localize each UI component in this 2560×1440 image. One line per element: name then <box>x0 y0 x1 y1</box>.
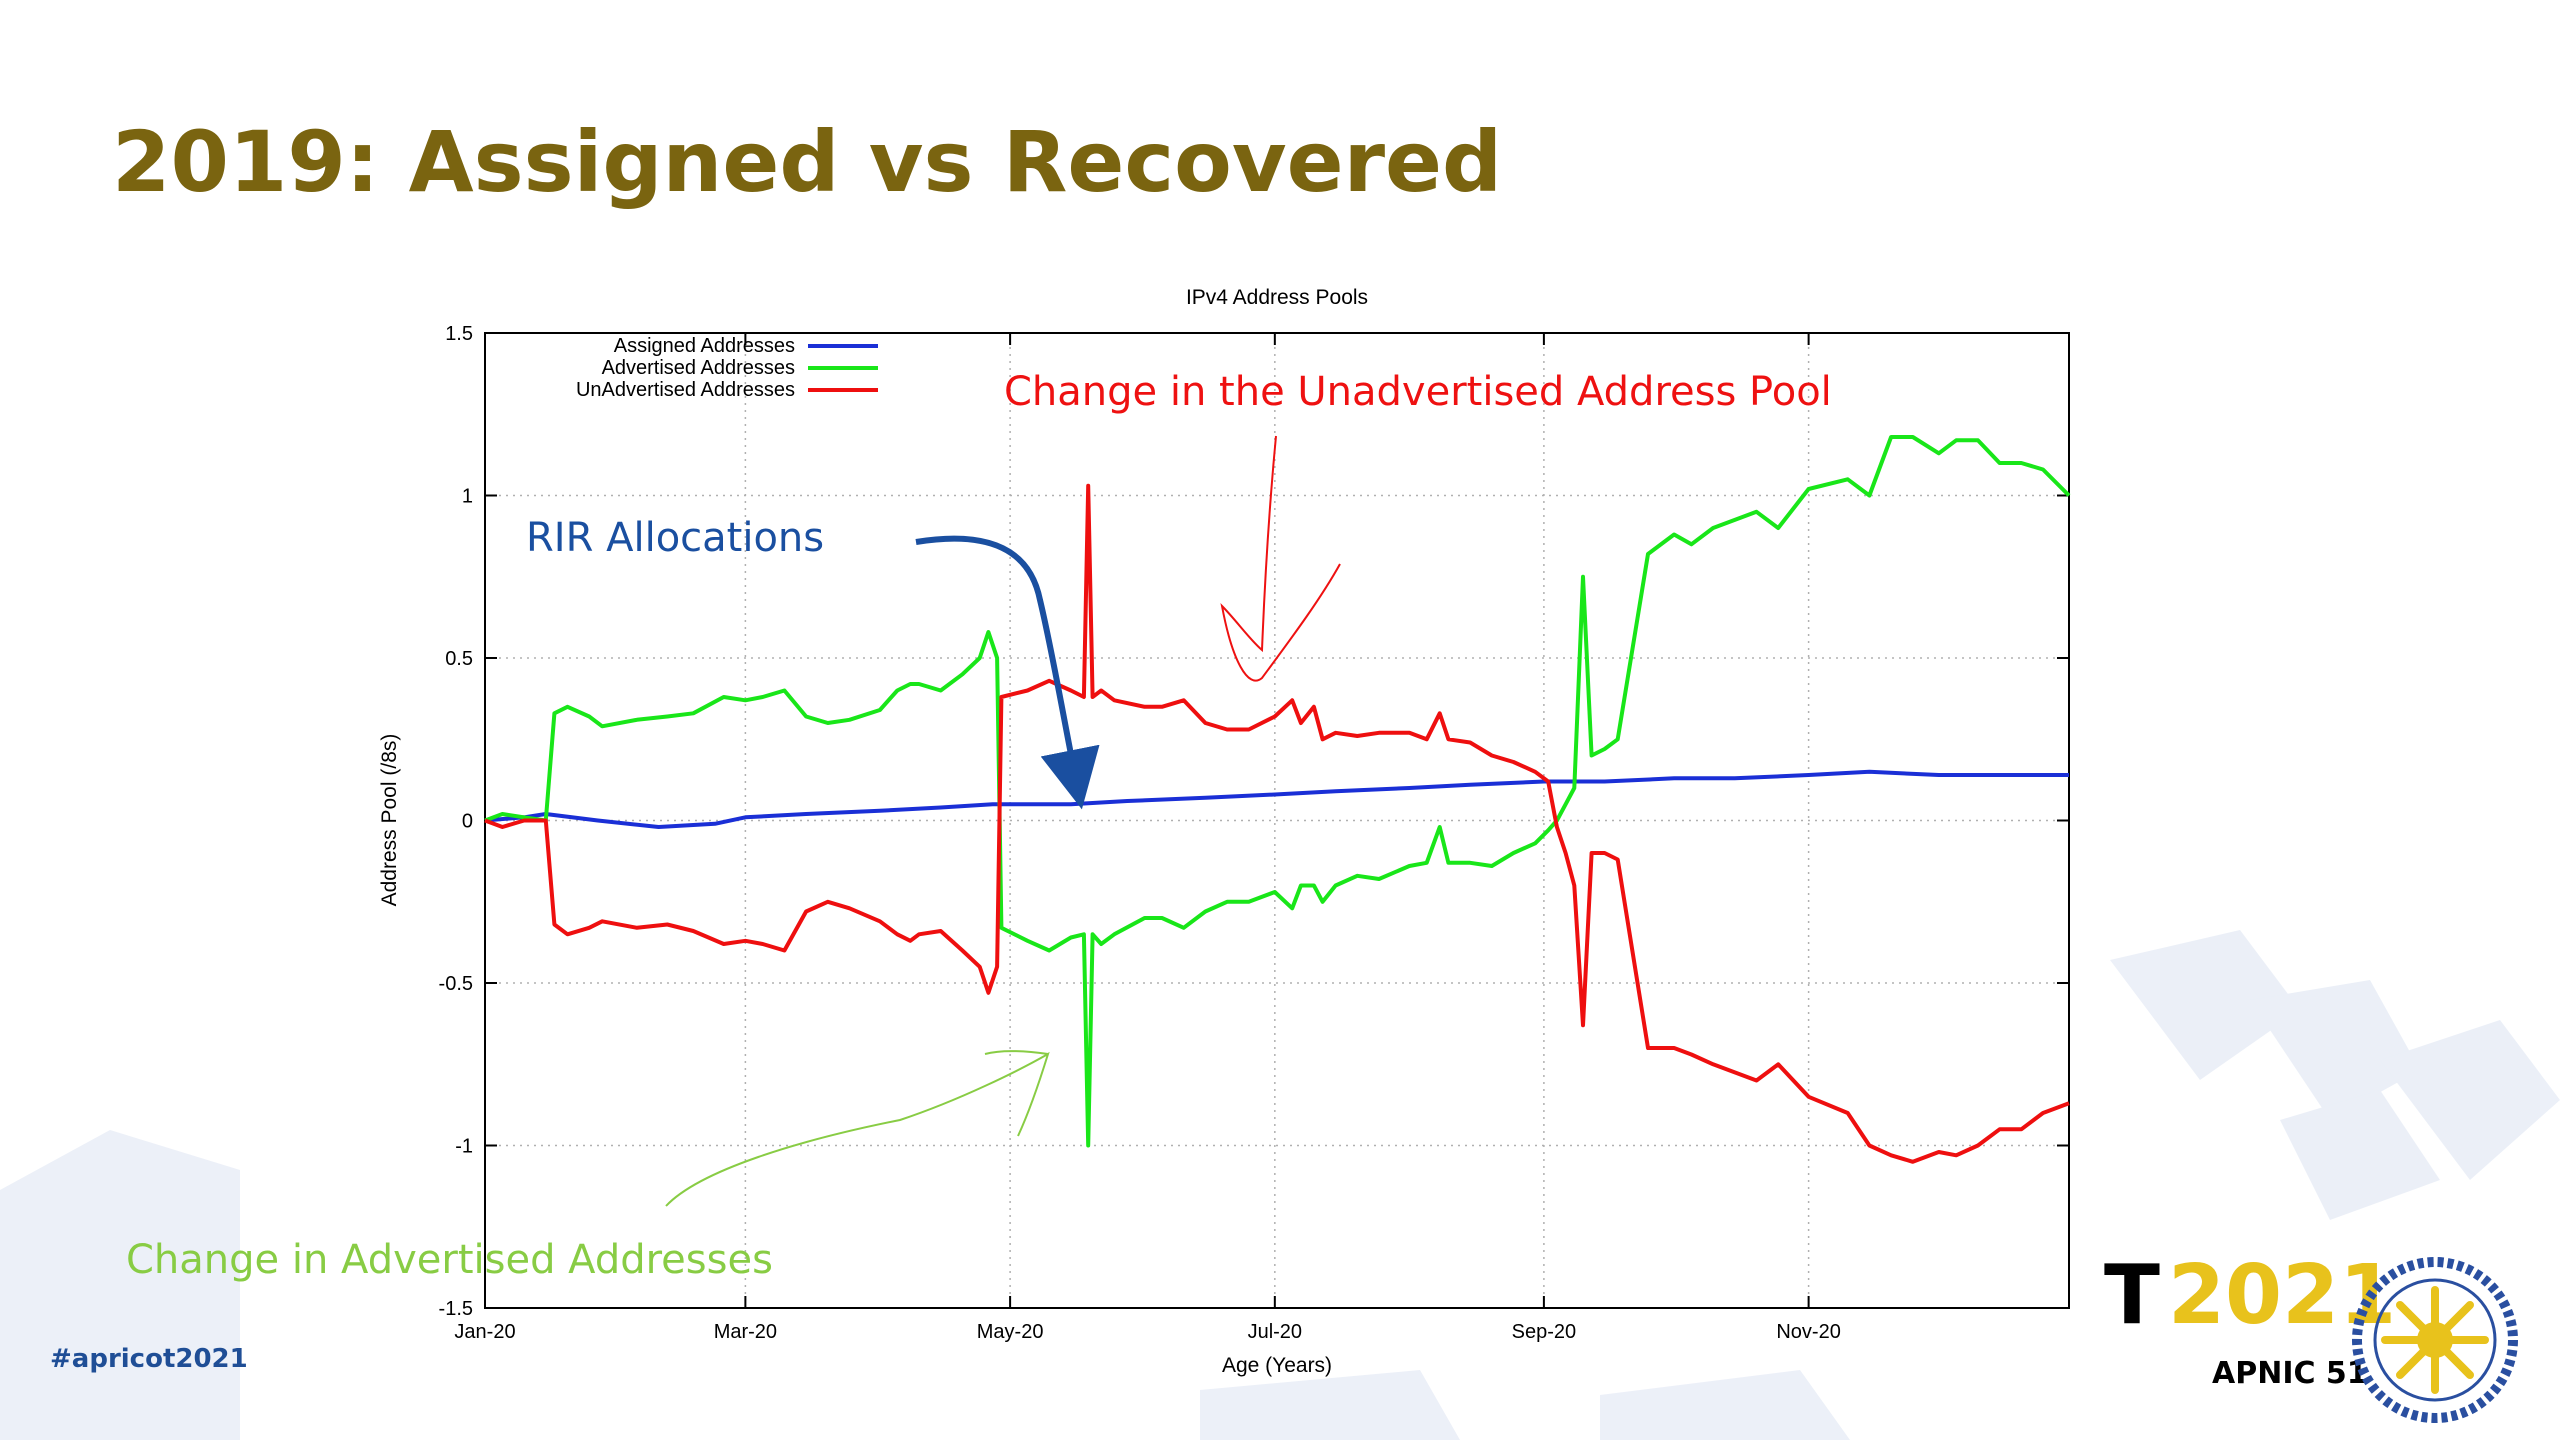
legend-label: UnAdvertised Addresses <box>576 379 795 401</box>
x-tick-label: May-20 <box>977 1321 1044 1343</box>
logo-t-letter: T <box>2104 1248 2160 1343</box>
x-tick-label: Jan-20 <box>454 1321 515 1343</box>
logo-subtitle: APNIC 51 <box>2212 1356 2368 1391</box>
y-axis-label: Address Pool (/8s) <box>378 734 401 907</box>
annotation-advertised-addresses: Change in Advertised Addresses <box>126 1237 773 1283</box>
x-tick-label: Nov-20 <box>1776 1321 1840 1343</box>
slide-title: 2019: Assigned vs Recovered <box>112 113 1503 211</box>
y-tick-label: -1 <box>455 1136 473 1158</box>
annotation-rir-allocations: RIR Allocations <box>526 515 825 561</box>
x-axis-label: Age (Years) <box>1222 1354 1332 1377</box>
y-tick-label: 1.5 <box>445 323 473 345</box>
x-tick-label: Jul-20 <box>1248 1321 1302 1343</box>
y-tick-label: -0.5 <box>439 973 473 995</box>
series-line-advertised-addresses <box>484 435 2071 1148</box>
green-annotation-stroke <box>665 1050 1050 1207</box>
red-annotation-stroke <box>1220 435 1341 682</box>
event-hashtag: #apricot2021 <box>50 1344 248 1374</box>
series-line-assigned-addresses <box>484 769 2069 829</box>
x-tick-label: Sep-20 <box>1512 1321 1577 1343</box>
y-tick-label: -1.5 <box>439 1298 473 1320</box>
apricot-apnic-logo: T 2021 APNIC 51 <box>2104 1255 2524 1430</box>
legend-label: Advertised Addresses <box>602 357 795 379</box>
chart-title: IPv4 Address Pools <box>1186 286 1368 309</box>
legend-label: Assigned Addresses <box>614 335 795 357</box>
x-tick-label: Mar-20 <box>714 1321 777 1343</box>
y-tick-label: 0.5 <box>445 648 473 670</box>
blue-annotation-arrow <box>915 535 1100 810</box>
sun-seal-icon <box>2352 1257 2518 1423</box>
y-tick-label: 0 <box>462 811 473 833</box>
series-lines <box>484 435 2071 1164</box>
y-tick-label: 1 <box>462 486 473 508</box>
series-line-unadvertised-addresses <box>484 483 2070 1164</box>
annotation-unadvertised-pool: Change in the Unadvertised Address Pool <box>1004 369 1832 415</box>
